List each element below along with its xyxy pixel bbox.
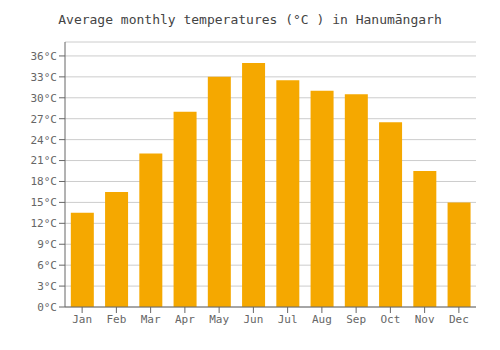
svg-text:Sep: Sep (346, 313, 366, 326)
svg-text:18°C: 18°C (31, 175, 58, 188)
svg-text:Jun: Jun (243, 313, 263, 326)
svg-text:36°C: 36°C (31, 50, 58, 63)
svg-text:Feb: Feb (106, 313, 126, 326)
svg-text:12°C: 12°C (31, 217, 58, 230)
svg-text:Mar: Mar (141, 313, 161, 326)
svg-text:Nov: Nov (415, 313, 435, 326)
svg-text:Jan: Jan (72, 313, 92, 326)
svg-text:3°C: 3°C (37, 280, 57, 293)
svg-text:Dec: Dec (449, 313, 469, 326)
svg-text:Apr: Apr (175, 313, 195, 326)
svg-text:33°C: 33°C (31, 71, 58, 84)
svg-text:15°C: 15°C (31, 196, 58, 209)
svg-text:6°C: 6°C (37, 259, 57, 272)
svg-text:27°C: 27°C (31, 113, 58, 126)
html-text:Average monthly temperatures (: Average monthly temperatures (°C ) in Ha… (58, 12, 442, 27)
svg-text:0°C: 0°C (37, 301, 57, 314)
svg-text:May: May (209, 313, 229, 326)
svg-text:24°C: 24°C (31, 134, 58, 147)
svg-text:30°C: 30°C (31, 92, 58, 105)
svg-text:Aug: Aug (312, 313, 332, 326)
svg-text:21°C: 21°C (31, 154, 58, 167)
svg-text:Jul: Jul (278, 313, 298, 326)
svg-text:Oct: Oct (380, 313, 400, 326)
svg-text:9°C: 9°C (37, 238, 57, 251)
